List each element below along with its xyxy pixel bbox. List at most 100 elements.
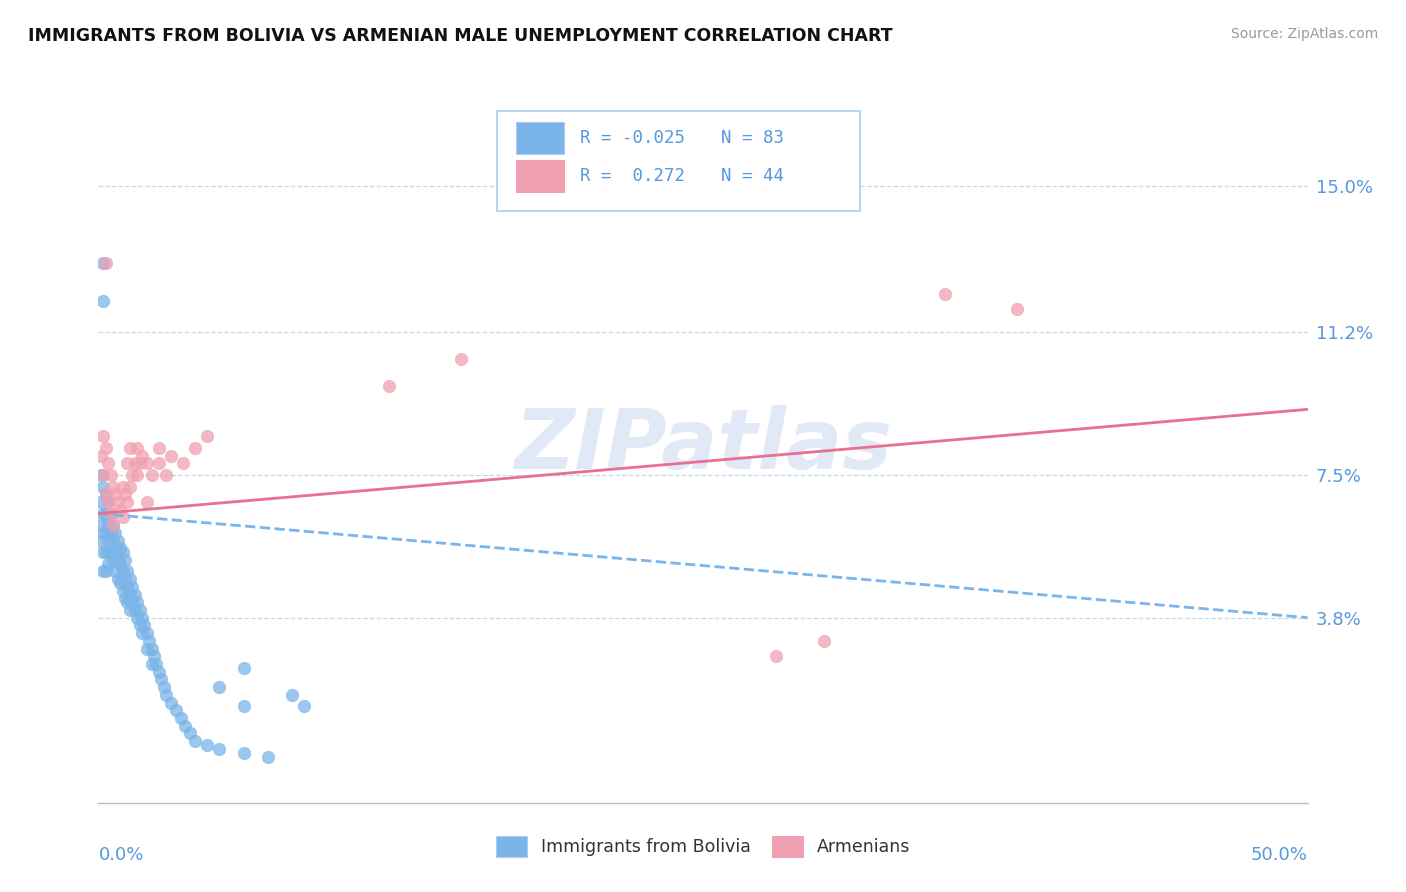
Point bbox=[450, 352, 472, 367]
Point bbox=[195, 738, 218, 752]
Point bbox=[114, 591, 136, 606]
Point bbox=[100, 507, 122, 521]
Point bbox=[138, 633, 160, 648]
Point bbox=[232, 746, 254, 760]
Point bbox=[107, 572, 129, 586]
Point bbox=[91, 256, 114, 270]
Point bbox=[143, 649, 166, 664]
Point bbox=[292, 699, 315, 714]
Point bbox=[90, 495, 112, 509]
Point bbox=[100, 467, 122, 482]
Text: N = 83: N = 83 bbox=[721, 128, 785, 146]
Point bbox=[208, 741, 231, 756]
Point bbox=[127, 595, 149, 609]
Point bbox=[107, 533, 129, 548]
Point bbox=[150, 673, 173, 687]
Text: N = 44: N = 44 bbox=[721, 168, 785, 186]
Point bbox=[90, 518, 112, 533]
Point bbox=[118, 479, 141, 493]
Point bbox=[101, 518, 124, 533]
Point bbox=[128, 603, 150, 617]
Point bbox=[165, 703, 187, 717]
Point bbox=[131, 626, 153, 640]
Point bbox=[118, 441, 141, 455]
Point bbox=[128, 456, 150, 470]
Point bbox=[104, 545, 127, 559]
Point bbox=[91, 429, 114, 443]
Point bbox=[765, 649, 787, 664]
Point bbox=[94, 441, 117, 455]
Point bbox=[94, 507, 117, 521]
Point bbox=[155, 467, 177, 482]
Point bbox=[114, 553, 136, 567]
Point bbox=[195, 429, 218, 443]
Point bbox=[160, 449, 183, 463]
Point bbox=[94, 256, 117, 270]
Point bbox=[127, 441, 149, 455]
Point bbox=[97, 518, 120, 533]
FancyBboxPatch shape bbox=[498, 111, 860, 211]
Point bbox=[108, 576, 131, 591]
Point bbox=[124, 456, 146, 470]
Point bbox=[108, 557, 131, 571]
Point bbox=[148, 441, 170, 455]
Point bbox=[97, 456, 120, 470]
Point bbox=[117, 565, 139, 579]
Point bbox=[91, 565, 114, 579]
Point bbox=[97, 495, 120, 509]
Point bbox=[155, 688, 177, 702]
Point bbox=[90, 449, 112, 463]
Text: 0.0%: 0.0% bbox=[98, 846, 143, 863]
Point bbox=[91, 525, 114, 540]
Point bbox=[101, 553, 124, 567]
Point bbox=[117, 495, 139, 509]
Point bbox=[174, 719, 197, 733]
Point bbox=[114, 572, 136, 586]
Point bbox=[91, 294, 114, 309]
Text: ZIPatlas: ZIPatlas bbox=[515, 406, 891, 486]
Point bbox=[107, 553, 129, 567]
Point bbox=[117, 580, 139, 594]
Point bbox=[121, 467, 143, 482]
Point bbox=[91, 479, 114, 493]
Point bbox=[1007, 301, 1029, 316]
Point bbox=[94, 525, 117, 540]
Point bbox=[91, 545, 114, 559]
Point bbox=[169, 711, 191, 725]
Point bbox=[152, 680, 174, 694]
Point bbox=[184, 734, 207, 748]
Point bbox=[90, 467, 112, 482]
Point bbox=[232, 661, 254, 675]
Point bbox=[131, 449, 153, 463]
Point bbox=[101, 533, 124, 548]
FancyBboxPatch shape bbox=[516, 161, 564, 193]
Point bbox=[135, 626, 157, 640]
Point bbox=[117, 595, 139, 609]
Point bbox=[141, 467, 163, 482]
Point bbox=[91, 507, 114, 521]
Point bbox=[107, 495, 129, 509]
Point bbox=[934, 286, 956, 301]
Point bbox=[124, 603, 146, 617]
Point bbox=[121, 595, 143, 609]
Point bbox=[94, 545, 117, 559]
Point bbox=[97, 533, 120, 548]
Point bbox=[111, 510, 134, 524]
Point bbox=[127, 467, 149, 482]
Point bbox=[101, 518, 124, 533]
FancyBboxPatch shape bbox=[516, 121, 564, 153]
Point bbox=[101, 479, 124, 493]
Point bbox=[111, 583, 134, 598]
Point bbox=[117, 456, 139, 470]
Point bbox=[118, 603, 141, 617]
Text: 50.0%: 50.0% bbox=[1251, 846, 1308, 863]
Text: Source: ZipAtlas.com: Source: ZipAtlas.com bbox=[1230, 27, 1378, 41]
Point bbox=[148, 665, 170, 679]
Point bbox=[145, 657, 167, 671]
Point bbox=[160, 696, 183, 710]
Point bbox=[111, 545, 134, 559]
Point bbox=[135, 456, 157, 470]
Point bbox=[91, 467, 114, 482]
Point bbox=[108, 541, 131, 556]
Point bbox=[184, 441, 207, 455]
